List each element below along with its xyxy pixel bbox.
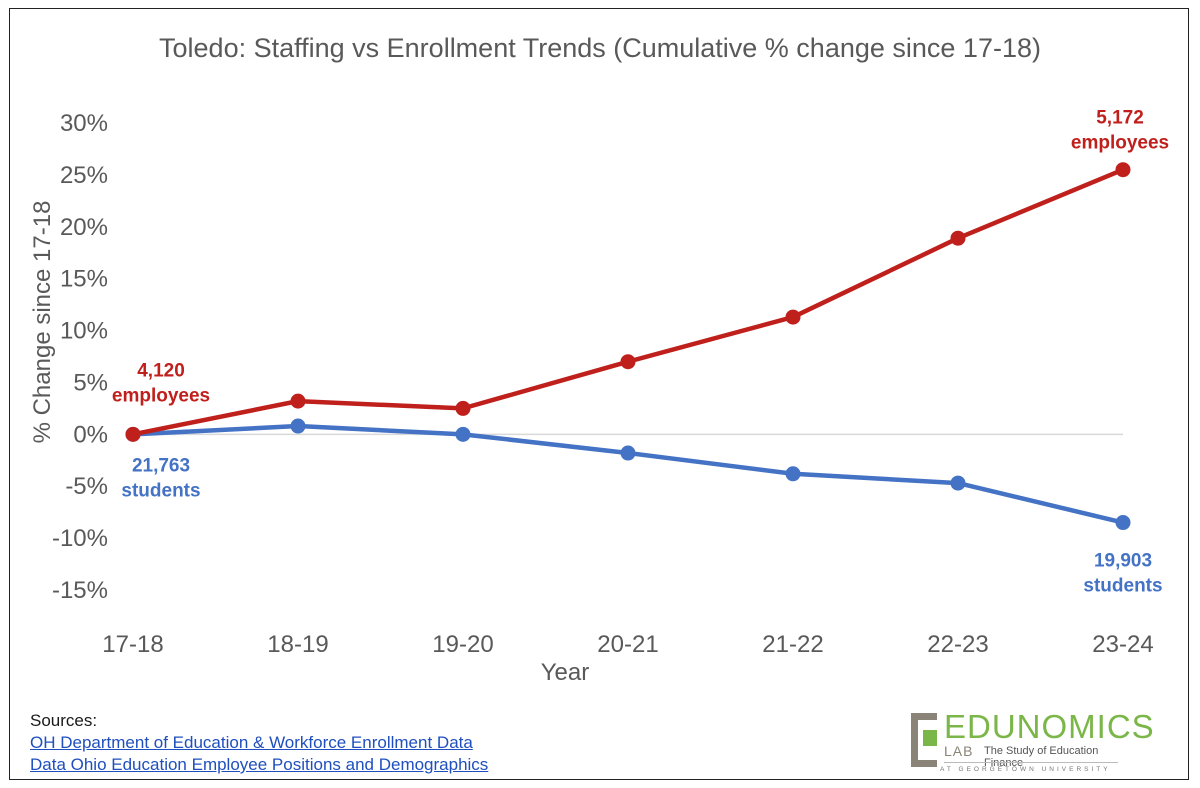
chart-frame bbox=[9, 8, 1189, 780]
data-point bbox=[290, 393, 306, 409]
x-tick-label: 21-22 bbox=[762, 631, 823, 658]
y-tick-label: 20% bbox=[60, 214, 108, 241]
x-tick-label: 19-20 bbox=[432, 631, 493, 658]
x-tick-label: 22-23 bbox=[927, 631, 988, 658]
data-point bbox=[125, 426, 141, 442]
data-point bbox=[1115, 162, 1131, 178]
data-point bbox=[620, 445, 636, 461]
source-link-employees[interactable]: Data Ohio Education Employee Positions a… bbox=[30, 755, 489, 774]
data-label: students bbox=[121, 480, 200, 501]
annotation-layer: 4,120 employees 5,172 employees 21,763 studen… bbox=[112, 108, 1169, 597]
series-line bbox=[132, 167, 1124, 437]
data-point bbox=[455, 400, 471, 416]
x-axis-title: Year bbox=[541, 659, 590, 686]
sources-heading: Sources: bbox=[30, 711, 98, 730]
y-axis: -15% -10% -5% 0% 5% 10% 15% 20% 25% 30% bbox=[52, 110, 108, 604]
x-tick-label: 18-19 bbox=[267, 631, 328, 658]
x-axis: 17-18 18-19 19-20 20-21 21-22 22-23 23-24 bbox=[102, 631, 1153, 658]
chart-title: Toledo: Staffing vs Enrollment Trends (C… bbox=[159, 33, 1041, 63]
y-tick-label: 30% bbox=[60, 110, 108, 137]
data-label: 5,172 bbox=[1096, 108, 1144, 129]
y-tick-label: 5% bbox=[73, 369, 108, 396]
logo-mark-icon bbox=[911, 713, 937, 767]
line-chart: Toledo: Staffing vs Enrollment Trends (C… bbox=[29, 33, 1169, 686]
x-tick-label: 17-18 bbox=[102, 631, 163, 658]
y-axis-title: % Change since 17-18 bbox=[29, 201, 56, 444]
y-tick-label: 15% bbox=[60, 266, 108, 293]
y-tick-label: -10% bbox=[52, 525, 108, 552]
data-point bbox=[950, 475, 966, 491]
source-link-enrollment[interactable]: OH Department of Education & Workforce E… bbox=[30, 733, 473, 752]
series-line bbox=[132, 423, 1124, 525]
data-label: employees bbox=[112, 385, 210, 406]
y-tick-label: 25% bbox=[60, 162, 108, 189]
x-tick-label: 20-21 bbox=[597, 631, 658, 658]
logo-divider bbox=[944, 762, 1118, 763]
sources-block: Sources: OH Department of Education & Wo… bbox=[30, 710, 488, 776]
logo-wordmark: EDUNOMICS bbox=[944, 708, 1155, 745]
data-label: 19,903 bbox=[1094, 551, 1152, 572]
data-point bbox=[785, 309, 801, 325]
x-tick-label: 23-24 bbox=[1092, 631, 1153, 658]
data-point bbox=[455, 426, 471, 442]
data-point bbox=[290, 418, 306, 434]
edunomics-lab-logo: EDUNOMICS LAB The Study of Education Fin… bbox=[908, 708, 1154, 776]
data-point bbox=[620, 354, 636, 370]
data-label: students bbox=[1083, 576, 1162, 597]
y-tick-label: 0% bbox=[73, 421, 108, 448]
logo-tagline: The Study of Education Finance bbox=[984, 745, 1099, 769]
y-tick-label: -15% bbox=[52, 577, 108, 604]
data-point bbox=[950, 230, 966, 246]
series-layer bbox=[125, 162, 1131, 531]
y-tick-label: 10% bbox=[60, 318, 108, 345]
data-label: employees bbox=[1071, 133, 1169, 154]
data-point bbox=[1115, 515, 1131, 531]
data-label: 21,763 bbox=[132, 455, 190, 476]
data-label: 4,120 bbox=[137, 360, 185, 381]
logo-lab: LAB bbox=[944, 743, 974, 759]
data-point bbox=[785, 466, 801, 482]
logo-university: AT GEORGETOWN UNIVERSITY bbox=[940, 766, 1111, 773]
y-tick-label: -5% bbox=[65, 473, 108, 500]
